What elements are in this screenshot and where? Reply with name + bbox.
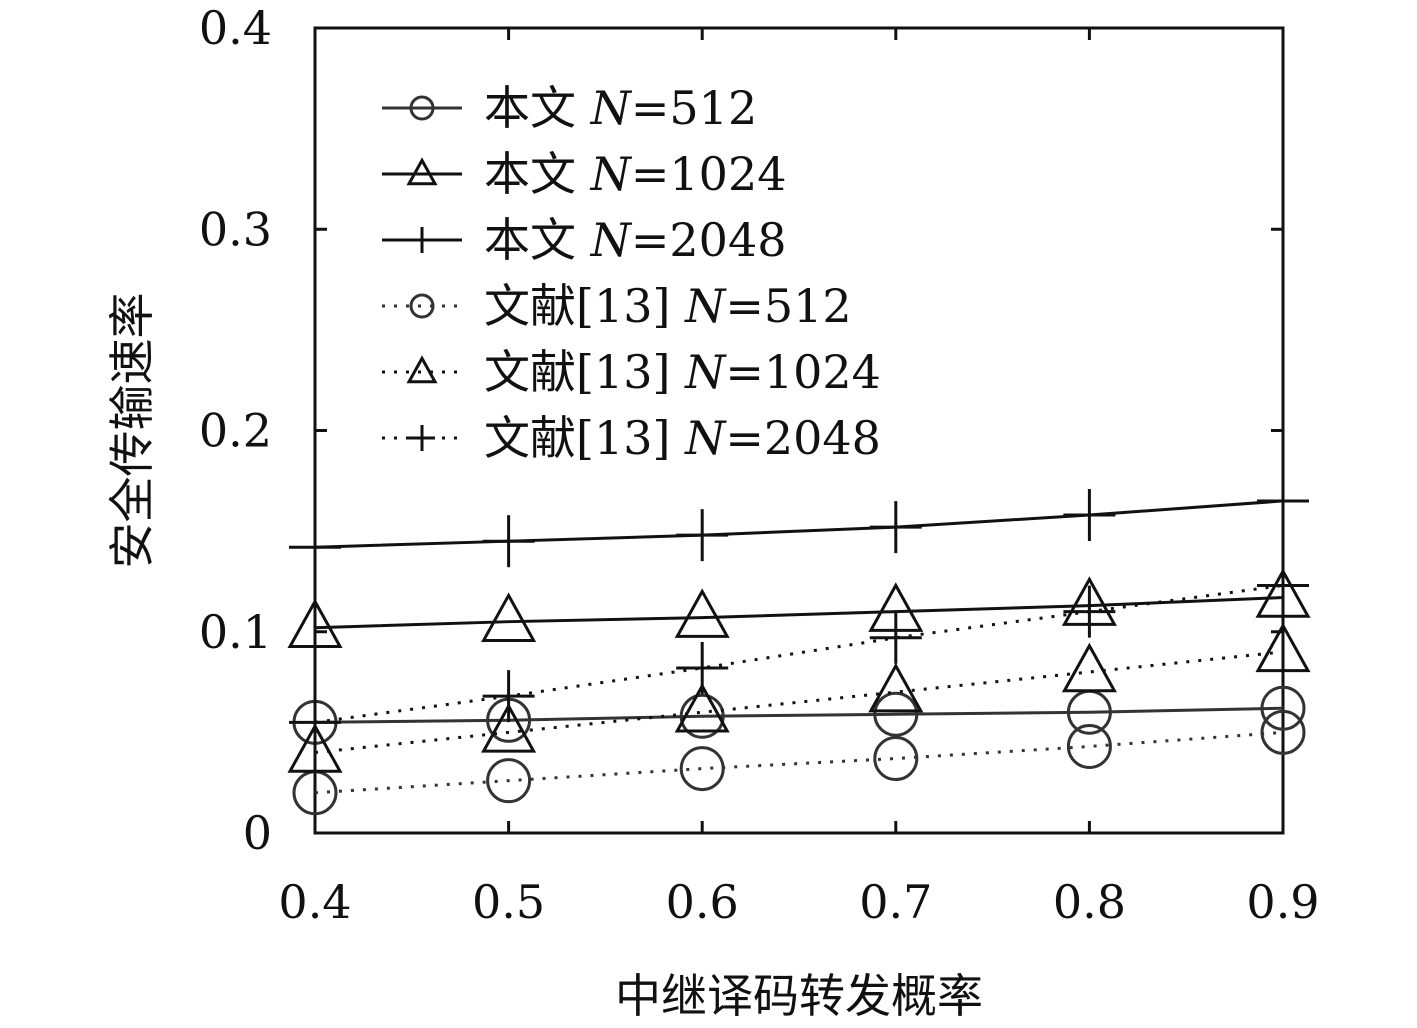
y-tick-label: 0 [243,806,272,860]
x-axis-label: 中继译码转发概率 [615,969,983,1023]
series-3 [289,474,1309,574]
y-tick-label: 0.4 [199,1,272,55]
x-tick-label: 0.7 [859,875,932,929]
data-point [676,509,729,562]
legend-label: 本文 N=2048 [484,213,786,267]
legend-marker [409,293,435,319]
data-point [1063,585,1116,638]
legend-item: 文献[13] N=512 [382,279,852,333]
legend-label: 文献[13] N=512 [484,279,852,333]
legend-item: 本文 N=2048 [382,213,786,267]
data-point [481,592,537,642]
series-line [314,596,1284,630]
data-point [1257,559,1309,612]
x-tick-label: 0.8 [1053,875,1126,929]
data-point [481,703,537,753]
data-point [1255,568,1311,618]
data-point [1260,685,1306,731]
data-point [287,723,343,773]
series-line [314,730,1284,795]
data-point [1061,642,1117,693]
legend-item: 文献[13] N=1024 [382,345,881,399]
data-point [1063,489,1116,542]
series-4 [292,709,1306,816]
x-tick-label: 0.5 [472,875,545,929]
legend: 本文 N=512 本文 N=1024 本文 N=2048 文献[13] N=512 文献… [382,81,881,465]
y-tick-label: 0.3 [199,202,272,256]
series-line [314,706,1284,724]
data-point [1260,709,1306,755]
data-point [674,682,730,733]
series-layer [287,474,1311,816]
data-point [1255,622,1311,673]
series-line [314,583,1284,724]
tick-marks [313,26,1285,835]
legend-marker [406,355,438,384]
data-point [679,693,725,739]
y-tick-labels: 0 0.1 0.2 0.3 0.4 [199,1,272,860]
legend-item: 本文 N=512 [382,81,757,135]
x-tick-label: 0.6 [666,875,739,929]
data-point [482,670,535,723]
x-tick-label: 0.9 [1246,875,1319,929]
y-tick-label: 0.2 [199,404,272,458]
series-6 [289,559,1309,749]
x-tick-label: 0.4 [278,875,351,929]
legend-marker [409,227,435,253]
data-point [287,598,343,648]
data-point [873,691,919,737]
series-1 [292,685,1306,745]
legend-label: 本文 N=1024 [484,147,786,201]
y-axis-label: 安全传输速率 [105,293,159,569]
legend-item: 本文 N=1024 [382,147,786,201]
data-point [674,588,730,638]
legend-marker [406,157,438,186]
x-tick-labels: 0.4 0.5 0.6 0.7 0.8 0.9 [278,875,1319,929]
legend-marker [409,95,435,121]
legend-label: 本文 N=512 [484,81,757,135]
data-point [482,515,535,568]
data-point [1257,474,1309,527]
data-point [869,501,922,554]
data-point [289,696,341,749]
data-point [868,662,924,713]
legend-label: 文献[13] N=2048 [484,411,881,465]
series-5 [287,622,1311,773]
series-line [314,499,1284,549]
data-point [486,758,532,804]
data-point [289,521,341,574]
legend-marker [409,425,435,451]
data-point [869,611,922,664]
legend-item: 文献[13] N=2048 [382,411,881,465]
y-tick-label: 0.1 [199,605,272,659]
series-2 [287,568,1311,648]
data-point [676,641,729,694]
data-point [1066,723,1112,769]
legend-label: 文献[13] N=1024 [484,345,881,399]
data-point [679,746,725,792]
data-point [873,736,919,782]
